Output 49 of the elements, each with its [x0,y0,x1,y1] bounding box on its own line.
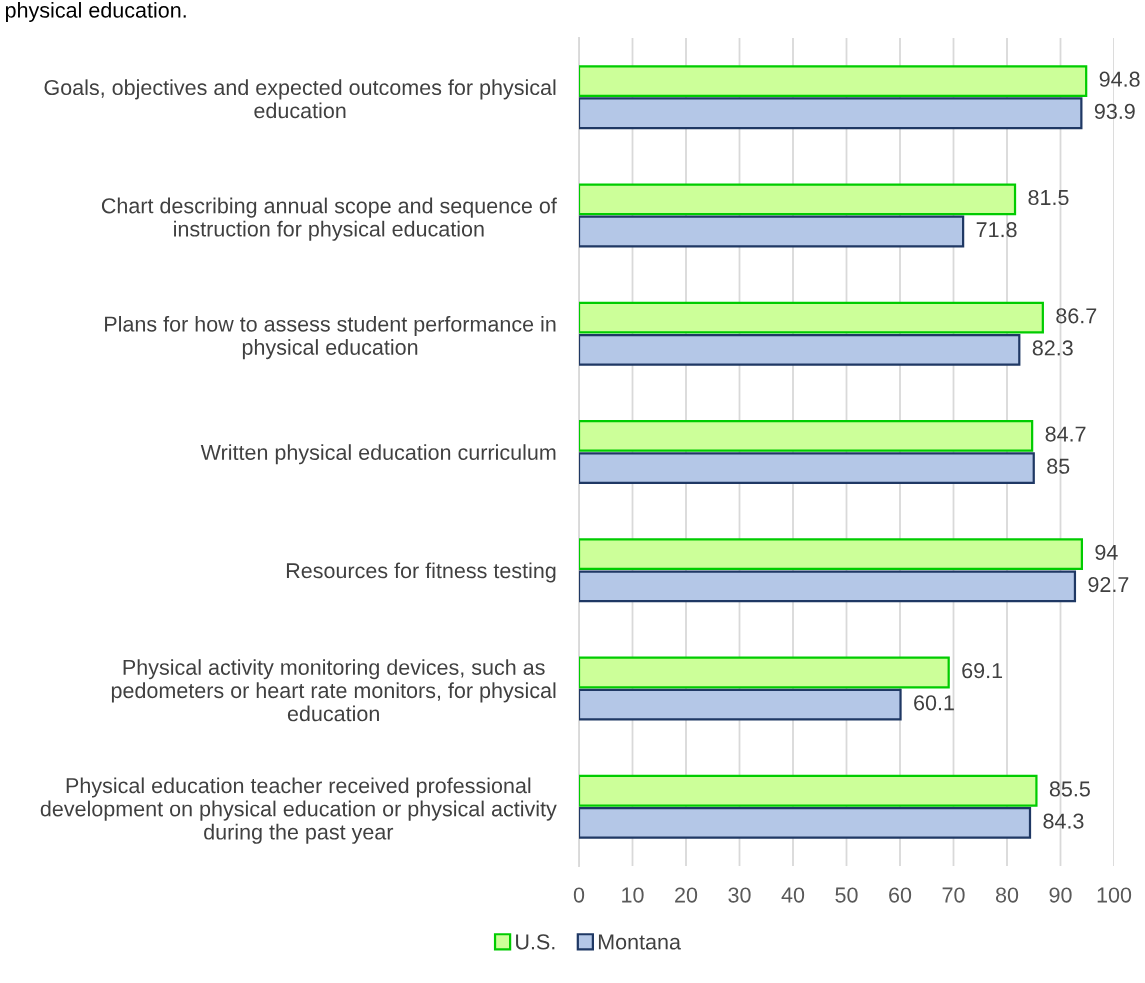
data-label: 69.1 [962,663,1003,679]
x-tick-label: 30 [728,887,751,903]
data-label: 93.9 [1094,103,1135,120]
bar [579,538,1084,571]
x-tick-label: 80 [995,887,1019,903]
x-tick-label: 20 [675,887,698,903]
bar [579,333,1021,366]
bar [579,420,1034,452]
x-tick-label: 90 [1049,887,1072,903]
x-tick-label: 100 [1097,887,1132,903]
data-label: 84.7 [1045,426,1086,442]
y-tick-label: Physical activity monitoring devices, such as pedometers or heart rate monitors, for physical education [111,659,556,722]
y-tick-label: Plans for how to assess student performance in physical education [105,315,556,360]
bar [579,452,1035,484]
bar [579,97,1083,130]
y-tick-label: Written physical education curriculum [200,444,556,465]
legend-label: Montana [598,934,681,950]
bar [579,774,1038,807]
data-label: 82.3 [1032,340,1073,356]
bar [579,215,965,248]
y-tick-label: Chart describing annual scope and sequence of instruction for physical education [101,197,557,241]
data-label: 92.7 [1088,576,1129,593]
legend-label: U.S. [516,934,555,950]
x-tick-label: 50 [835,887,858,903]
x-tick-label: 70 [942,887,965,903]
x-tick-label: 10 [622,887,644,903]
data-label: 81.5 [1028,189,1069,206]
data-label: 84.3 [1043,813,1084,829]
text: physical education. [5,1,186,23]
bar [579,570,1077,603]
bar [579,301,1044,334]
bar [579,65,1088,97]
y-tick-label: Resources for fitness testing [286,562,556,583]
data-label: 86.7 [1056,308,1097,324]
data-label: 85 [1047,458,1070,474]
data-label: 94.8 [1099,71,1140,87]
x-tick-label: 40 [781,887,805,903]
bar [579,656,950,689]
x-tick-label: 60 [889,887,912,903]
bar [579,183,1017,216]
x-tick-label: 0 [573,887,585,903]
data-label: 85.5 [1049,781,1090,797]
y-tick-label: Goals, objectives and expected outcomes for physical education [44,79,556,119]
data-label: 94 [1095,544,1118,560]
data-label: 71.8 [976,222,1017,238]
bar [579,807,1032,839]
data-label: 60.1 [914,695,954,711]
y-tick-label: Physical education teacher received professional development on physical education or physical activity during the past year [40,777,557,844]
bar [579,688,902,721]
